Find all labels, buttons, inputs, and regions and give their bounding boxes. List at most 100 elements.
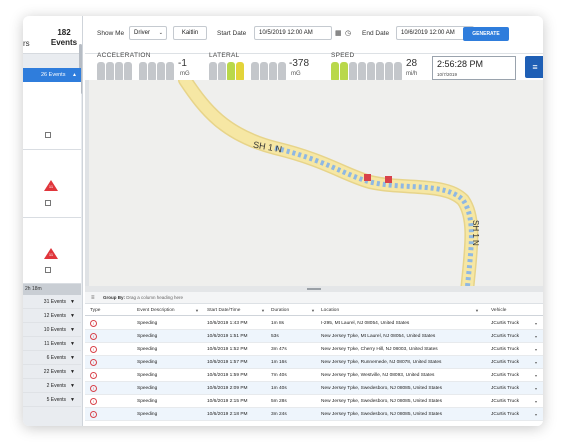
lateral-title: LATERAL (209, 52, 240, 59)
start-date-label: Start Date (217, 30, 247, 37)
cell-duration: 53s (271, 334, 279, 339)
event-group-row[interactable]: 22 Events ▼ (23, 365, 81, 379)
table-row[interactable]: ! Speeding 10/6/2019 2:18 PM 3m 24s New Jers… (85, 408, 543, 421)
column-header-label: Event Description (137, 308, 175, 313)
cell-duration: 3m 24s (271, 412, 287, 417)
speeding-icon: ! (90, 359, 97, 366)
table-row[interactable]: ! Speeding 10/6/2019 1:51 PM 53s New Jersey … (85, 330, 543, 343)
route-map[interactable]: SH 1 N SH 1 N (85, 80, 543, 292)
column-header-vehicle[interactable]: Vehicle (491, 305, 543, 316)
calendar-icon[interactable]: ▦ (335, 30, 342, 37)
end-date-label: End Date (362, 30, 390, 37)
column-header-location[interactable]: Location ▼ (321, 305, 483, 316)
cell-location: I-295, Mt Laurel, NJ 08054, United State… (321, 321, 410, 326)
event-group-row[interactable]: 2 Events ▼ (23, 379, 81, 393)
acceleration-value: -1 (178, 58, 187, 69)
speeding-icon: ! (90, 411, 97, 418)
row-expand-icon[interactable]: ▾ (534, 347, 537, 352)
selected-event-group[interactable]: 26 Events ▲ (23, 68, 81, 82)
event-group-row[interactable]: 10 Events ▼ (23, 323, 81, 337)
group-by-label: Group By: (103, 295, 125, 300)
column-header-label: Duration (271, 308, 290, 313)
warning-badge-text: 11 (48, 184, 54, 189)
cell-vehicle: JCurtis Truck (491, 386, 519, 391)
show-me-value: Driver (134, 30, 150, 36)
event-checkbox[interactable] (45, 132, 51, 138)
menu-icon[interactable]: ≡ (525, 56, 543, 78)
speeding-icon: ! (90, 320, 97, 327)
playback-time-field[interactable]: 2:56:28 PM 10/7/2019 (432, 56, 516, 80)
column-menu-icon[interactable]: ▼ (195, 308, 199, 313)
map-canvas[interactable] (85, 80, 543, 292)
driver-select[interactable]: Kaitlin (173, 26, 207, 40)
events-grid: ≡ Group By: Drag a column heading here T… (85, 292, 543, 426)
speed-value: 28 (406, 58, 418, 69)
acceleration-title: ACCELERATION (97, 52, 151, 59)
caret-down-icon: ▼ (70, 341, 75, 347)
column-menu-icon[interactable]: ▼ (261, 308, 265, 313)
column-header-duration[interactable]: Duration ▼ (271, 305, 319, 316)
row-expand-icon[interactable]: ▾ (534, 334, 537, 339)
row-expand-icon[interactable]: ▾ (534, 373, 537, 378)
cell-start: 10/6/2019 1:59 PM (207, 373, 248, 378)
column-header-start[interactable]: Start Date/Time ▼ (207, 305, 269, 316)
event-group-row[interactable]: 11 Events ▼ (23, 337, 81, 351)
cell-description: Speeding (137, 386, 158, 391)
warning-icon: 11 (44, 248, 58, 259)
row-expand-icon[interactable]: ▾ (534, 386, 537, 391)
table-row[interactable]: ! Speeding 10/6/2019 2:15 PM 5m 28s New Jers… (85, 395, 543, 408)
event-group-row[interactable]: 31 Events ▼ (23, 295, 81, 309)
column-menu-icon[interactable]: ▼ (311, 308, 315, 313)
column-header-label: Start Date/Time (207, 308, 241, 313)
caret-down-icon: ▼ (70, 313, 75, 319)
show-me-select[interactable]: Driver ⌄ (129, 26, 167, 40)
table-row[interactable]: ! Speeding 10/6/2019 1:43 PM 1m 8s I-295, Mt… (85, 317, 543, 330)
event-checkbox[interactable] (45, 267, 51, 273)
start-date-input[interactable]: 10/5/2019 12:00 AM (254, 26, 332, 40)
event-checkbox[interactable] (45, 200, 51, 206)
sidebar-header: rs 182 Events (23, 16, 82, 54)
event-card[interactable]: 11 (23, 150, 81, 218)
table-row[interactable]: ! Speeding 10/6/2019 1:57 PM 1m 16s New Jers… (85, 356, 543, 369)
cell-location: New Jersey Tpke, Mt Laurel, NJ 08054, Un… (321, 334, 436, 339)
column-header-label: Vehicle (491, 308, 507, 313)
event-card[interactable]: 11 (23, 218, 81, 284)
caret-down-icon: ▼ (70, 369, 75, 375)
app-window: rs 182 Events 26 Events ▲ 11 11 2h 18m 3… (23, 16, 543, 426)
caret-down-icon: ▼ (70, 327, 75, 333)
cell-location: New Jersey Tpke, Cherry Hill, NJ 08003, … (321, 347, 438, 352)
grid-menu-icon[interactable]: ≡ (91, 295, 95, 301)
cell-vehicle: JCurtis Truck (491, 321, 519, 326)
row-expand-icon[interactable]: ▾ (534, 412, 537, 417)
cell-description: Speeding (137, 412, 158, 417)
warning-icon: 11 (44, 180, 58, 191)
generate-button[interactable]: GENERATE (463, 27, 509, 41)
table-row[interactable]: ! Speeding 10/6/2019 2:09 PM 1m 40s New Jers… (85, 382, 543, 395)
column-header-event-description[interactable]: Event Description ▼ (137, 305, 203, 316)
row-expand-icon[interactable]: ▾ (534, 321, 537, 326)
column-header-type[interactable]: Type (90, 305, 130, 316)
row-expand-icon[interactable]: ▾ (534, 399, 537, 404)
event-group-row[interactable]: 6 Events ▼ (23, 351, 81, 365)
alert-marker (364, 174, 371, 181)
column-header-label: Location (321, 308, 340, 313)
cell-vehicle: JCurtis Truck (491, 347, 519, 352)
cell-start: 10/6/2019 1:52 PM (207, 347, 248, 352)
column-menu-icon[interactable]: ▼ (475, 308, 479, 313)
speeding-icon: ! (90, 398, 97, 405)
clock-icon[interactable]: ◷ (345, 30, 352, 37)
event-card[interactable] (23, 82, 81, 150)
event-group-row[interactable]: 12 Events ▼ (23, 309, 81, 323)
cell-location: New Jersey Tpke, Swedesboro, NJ 08085, U… (321, 412, 442, 417)
group-by-bar[interactable]: ≡ Group By: Drag a column heading here (85, 292, 543, 304)
table-row[interactable]: ! Speeding 10/6/2019 1:52 PM 3m 47s New Jers… (85, 343, 543, 356)
total-count-value: 182 (57, 28, 71, 37)
map-resize-handle[interactable] (85, 286, 543, 292)
cell-vehicle: JCurtis Truck (491, 334, 519, 339)
row-expand-icon[interactable]: ▾ (534, 360, 537, 365)
event-group-label: 5 Events (46, 397, 67, 403)
cell-vehicle: JCurtis Truck (491, 360, 519, 365)
lateral-unit: mG (291, 71, 301, 77)
event-group-row[interactable]: 5 Events ▼ (23, 393, 81, 407)
table-row[interactable]: ! Speeding 10/6/2019 1:59 PM 7m 40s New Jers… (85, 369, 543, 382)
